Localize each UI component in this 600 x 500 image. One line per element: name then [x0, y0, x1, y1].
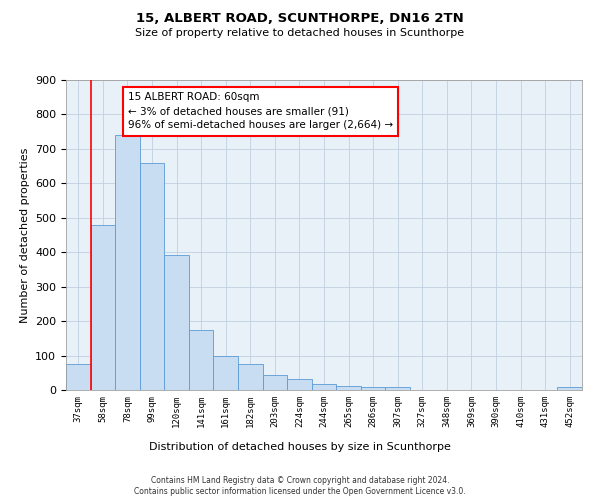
Bar: [115, 135, 140, 390]
Y-axis label: Number of detached properties: Number of detached properties: [20, 148, 29, 322]
Bar: [312, 384, 336, 390]
Text: 15, ALBERT ROAD, SCUNTHORPE, DN16 2TN: 15, ALBERT ROAD, SCUNTHORPE, DN16 2TN: [136, 12, 464, 26]
Text: Contains HM Land Registry data © Crown copyright and database right 2024.: Contains HM Land Registry data © Crown c…: [151, 476, 449, 485]
Bar: [336, 386, 361, 390]
Bar: [287, 378, 312, 390]
Bar: [189, 330, 214, 390]
Bar: [263, 374, 287, 390]
Bar: [557, 387, 582, 390]
Bar: [66, 364, 91, 390]
Text: Contains public sector information licensed under the Open Government Licence v3: Contains public sector information licen…: [134, 488, 466, 496]
Bar: [385, 387, 410, 390]
Text: 15 ALBERT ROAD: 60sqm
← 3% of detached houses are smaller (91)
96% of semi-detac: 15 ALBERT ROAD: 60sqm ← 3% of detached h…: [128, 92, 393, 130]
Bar: [164, 255, 189, 390]
Bar: [140, 164, 164, 390]
Bar: [214, 356, 238, 390]
Bar: [361, 386, 385, 390]
Bar: [238, 364, 263, 390]
Text: Distribution of detached houses by size in Scunthorpe: Distribution of detached houses by size …: [149, 442, 451, 452]
Text: Size of property relative to detached houses in Scunthorpe: Size of property relative to detached ho…: [136, 28, 464, 38]
Bar: [91, 226, 115, 390]
